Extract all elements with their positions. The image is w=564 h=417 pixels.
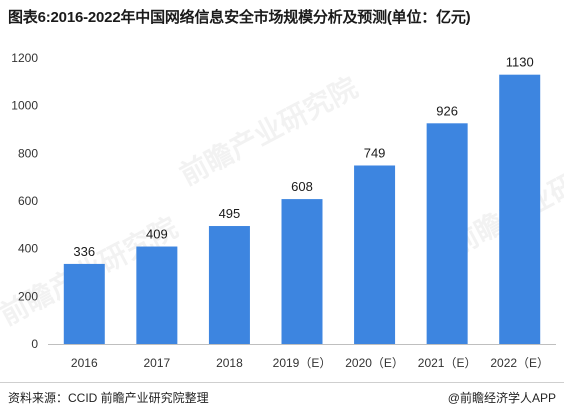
bars: 336 409 495 608 749 926 1130: [63, 55, 541, 344]
x-tick-label: 2016: [71, 356, 98, 370]
bar: [281, 199, 323, 344]
x-tick-label: 2020（E）: [345, 356, 404, 370]
x-tick-label: 2018: [216, 356, 243, 370]
y-tick-label: 400: [18, 242, 38, 256]
bar: [136, 246, 178, 344]
y-axis: 0 200 400 600 800 1000 1200: [11, 51, 38, 351]
x-tick-label: 2019（E）: [273, 356, 332, 370]
bar-value-label: 1130: [506, 55, 534, 70]
bar: [63, 263, 105, 344]
chart-title: 图表6:2016-2022年中国网络信息安全市场规模分析及预测(单位：亿元): [8, 9, 471, 26]
bar-value-label: 608: [291, 179, 313, 194]
x-tick-label: 2017: [144, 356, 171, 370]
footer-divider: [0, 382, 564, 383]
y-tick-label: 0: [31, 337, 38, 351]
x-tick-label: 2021（E）: [418, 356, 477, 370]
bar: [208, 226, 250, 344]
bar: [426, 123, 468, 344]
bar-value-label: 749: [364, 145, 386, 160]
y-tick-label: 1200: [11, 51, 38, 65]
bar-value-label: 409: [146, 227, 168, 242]
bar-value-label: 495: [219, 206, 241, 221]
brand-text: @前瞻经济学人APP: [447, 391, 556, 405]
source-note: 资料来源：CCID 前瞻产业研究院整理: [8, 391, 209, 405]
x-axis: 2016 2017 2018 2019（E） 2020（E） 2021（E） 2022（E）: [48, 344, 556, 370]
y-tick-label: 1000: [11, 99, 38, 113]
bar-chart: 0 200 400 600 800 1000 1200 336 409 495 608 749 926…: [11, 51, 556, 370]
y-tick-label: 600: [18, 194, 38, 208]
brand-signature: @前瞻经济学人APP: [448, 389, 556, 406]
x-tick-label: 2022（E）: [490, 356, 549, 370]
bar: [354, 165, 396, 344]
bar-value-label: 926: [436, 103, 458, 118]
bar: [499, 74, 541, 344]
y-tick-label: 200: [18, 289, 38, 303]
y-tick-label: 800: [18, 146, 38, 160]
bar-value-label: 336: [73, 244, 95, 259]
